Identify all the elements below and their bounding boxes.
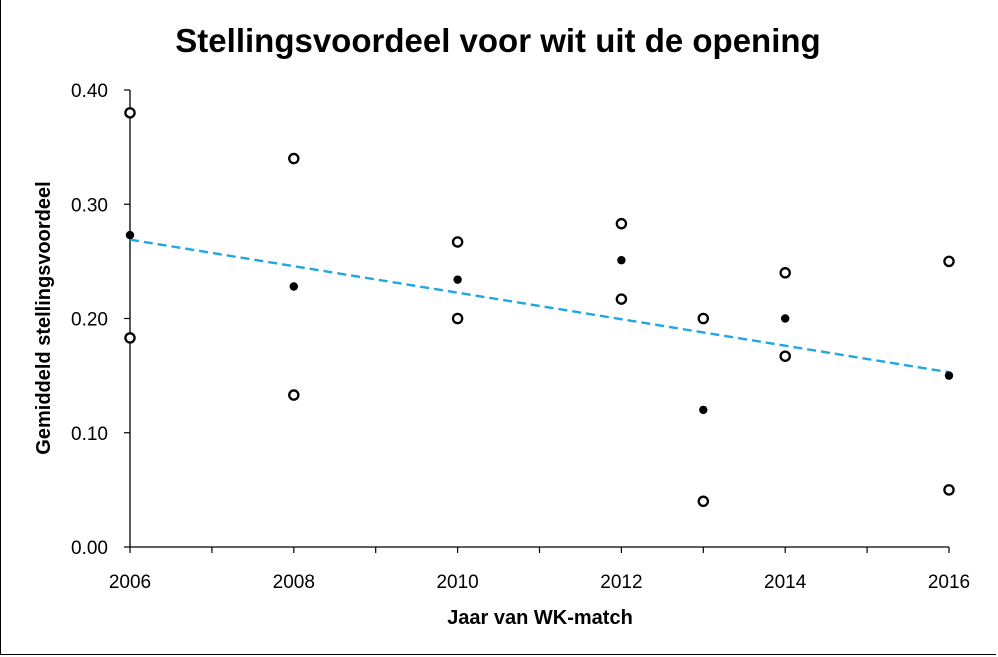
open-circle-point: [697, 312, 710, 325]
open-circle-point: [288, 152, 300, 165]
filled-circle-point: [453, 275, 462, 284]
trendline-group: [129, 238, 950, 374]
open-circle-point: [124, 107, 136, 119]
x-tick-label: 2008: [273, 572, 315, 593]
filled-circle-point: [781, 314, 790, 323]
y-tick-label: 0.00: [71, 538, 108, 559]
open-circle-point: [451, 236, 464, 248]
data-points: [124, 107, 955, 508]
open-circle-point: [288, 389, 300, 401]
trendline: [129, 238, 950, 374]
y-tick-label: 0.30: [71, 195, 108, 216]
open-circle-point: [779, 267, 791, 279]
axes: 0.00 0.10 0.20 0.30 0.40 2006 2008 2010 2012 2014…: [71, 81, 970, 593]
y-axis-label: Gemiddeld stellingsvoordeel: [33, 181, 55, 454]
x-tick-label: 2012: [600, 572, 642, 593]
open-circle-point: [124, 332, 136, 344]
open-circle-point: [943, 484, 955, 496]
x-tick-label: 2016: [928, 572, 970, 593]
filled-circle-point: [944, 371, 954, 380]
x-axis-label: Jaar van WK-match: [447, 607, 633, 629]
open-circle-point: [615, 293, 628, 305]
chart-title: Stellingsvoordeel voor wit uit de openin…: [175, 22, 820, 59]
x-tick-label: 2010: [436, 572, 478, 593]
open-circle-point: [615, 217, 628, 230]
filled-circle-point: [617, 256, 626, 265]
x-tick-label: 2014: [764, 572, 807, 593]
y-tick-label: 0.40: [71, 81, 108, 102]
filled-circle-point: [699, 405, 708, 415]
filled-circle-point: [289, 282, 298, 291]
x-tick-label: 2006: [109, 572, 151, 593]
y-tick-label: 0.20: [71, 310, 108, 331]
open-circle-point: [451, 312, 464, 325]
filled-circle-point: [125, 230, 135, 240]
y-tick-label: 0.10: [71, 424, 108, 445]
open-circle-point: [779, 350, 791, 362]
open-circle-point: [943, 255, 955, 268]
open-circle-point: [697, 495, 710, 508]
